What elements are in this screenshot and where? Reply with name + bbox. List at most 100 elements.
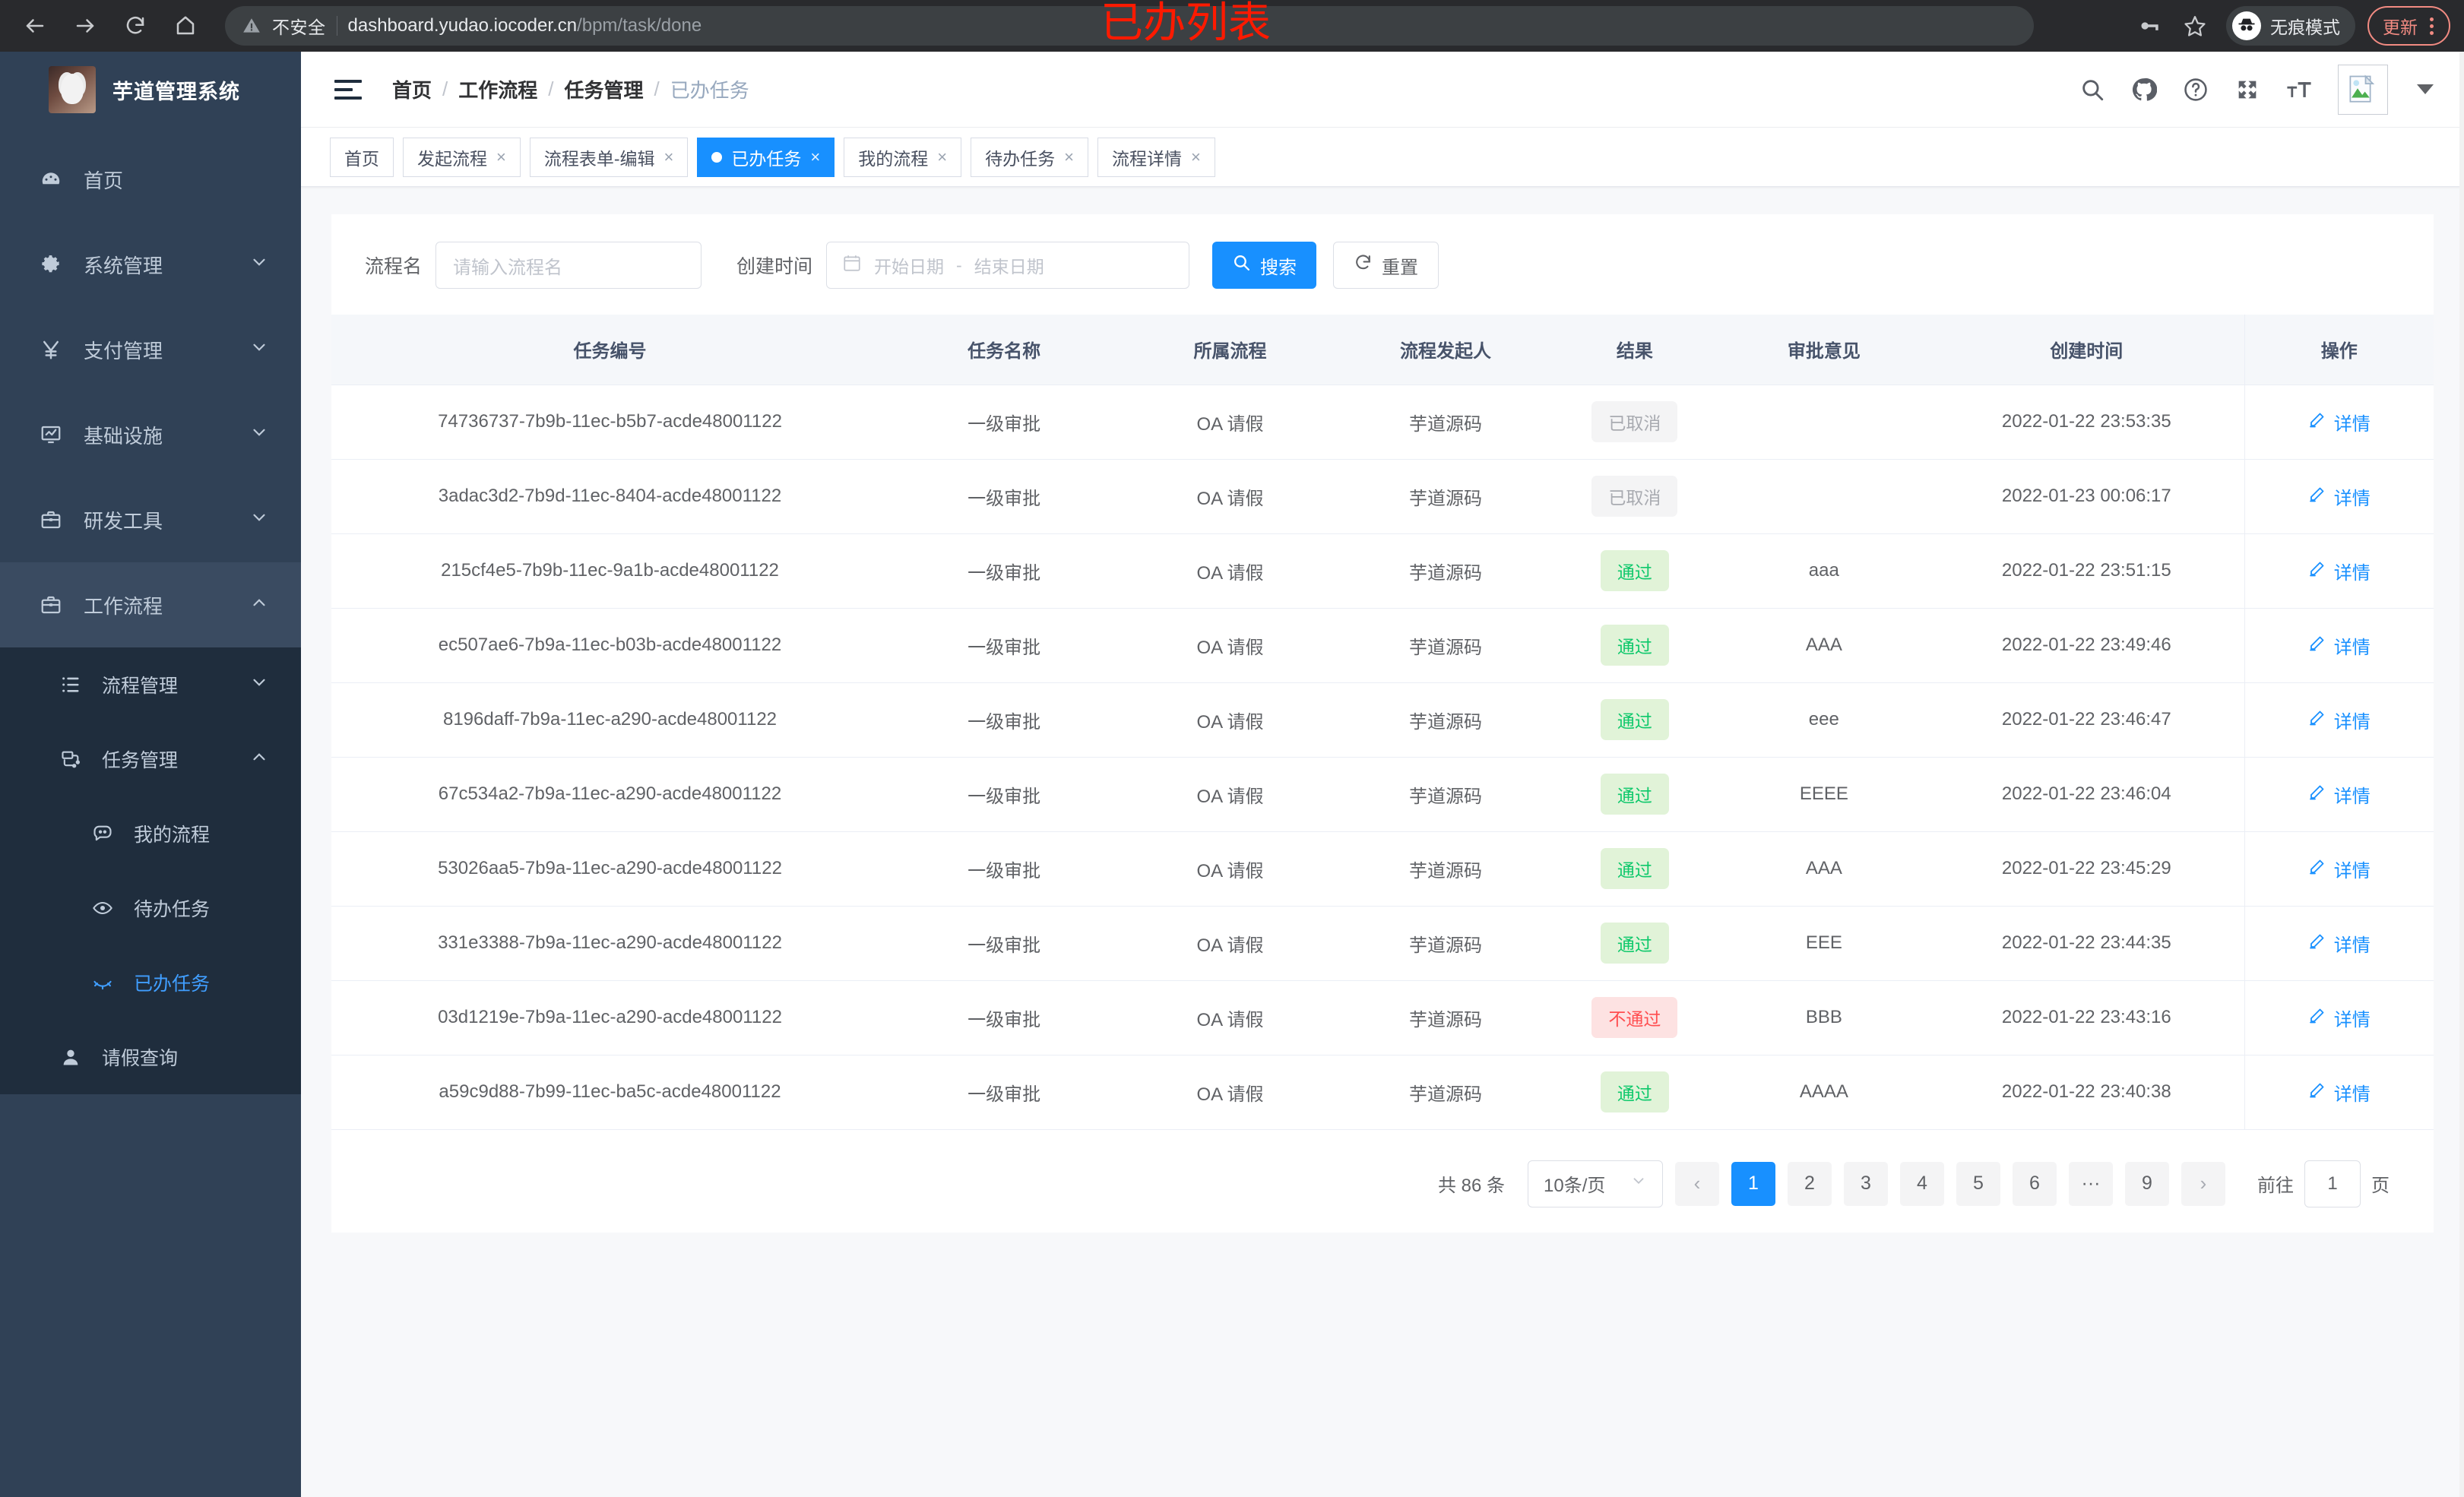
detail-link[interactable]: 详情 — [2308, 483, 2371, 510]
close-icon[interactable]: × — [1064, 147, 1074, 166]
sidebar-item-task-management[interactable]: 任务管理 — [0, 722, 301, 796]
reset-button[interactable]: 重置 — [1333, 242, 1439, 289]
avatar[interactable] — [2338, 64, 2388, 115]
star-icon[interactable] — [2174, 5, 2215, 46]
pagination-page-9[interactable]: 9 — [2125, 1161, 2169, 1206]
pagination-page-5[interactable]: 5 — [1956, 1161, 2000, 1206]
filter-bar: 流程名 请输入流程名 创建时间 开始日期 - 结束日期 搜索 — [331, 242, 2434, 289]
detail-link[interactable]: 详情 — [2308, 856, 2371, 882]
pagination-page-3[interactable]: 3 — [1844, 1161, 1888, 1206]
table-body: 74736737-7b9b-11ec-b5b7-acde48001122 一级审批… — [331, 385, 2434, 1130]
breadcrumb-item-task-management[interactable]: 任务管理 — [564, 79, 644, 102]
pagination-next[interactable]: › — [2181, 1161, 2225, 1206]
jump-input[interactable]: 1 — [2304, 1160, 2361, 1207]
pagination-page-···[interactable]: ··· — [2069, 1161, 2113, 1206]
cell-task-id: 331e3388-7b9a-11ec-a290-acde48001122 — [331, 906, 888, 981]
forward-arrow-icon[interactable] — [64, 5, 106, 47]
fullscreen-icon[interactable] — [2234, 77, 2260, 103]
close-icon[interactable]: × — [810, 147, 821, 166]
sidebar-item-done-task[interactable]: 已办任务 — [0, 945, 301, 1020]
process-name-input[interactable]: 请输入流程名 — [435, 242, 702, 289]
sidebar-item-leave-query[interactable]: 请假查询 — [0, 1020, 301, 1094]
home-icon[interactable] — [164, 5, 207, 47]
address-bar[interactable]: 不安全 dashboard.yudao.iocoder.cn/bpm/task/… — [225, 6, 2034, 46]
chevron-down-icon[interactable] — [2417, 84, 2434, 94]
sidebar-item-home[interactable]: 首页 — [0, 137, 301, 222]
tab-my-process[interactable]: 我的流程 × — [844, 137, 962, 177]
page-size-select[interactable]: 10条/页 — [1528, 1160, 1663, 1207]
detail-link[interactable]: 详情 — [2308, 781, 2371, 808]
pagination-page-4[interactable]: 4 — [1900, 1161, 1944, 1206]
cell-task-name: 一级审批 — [888, 906, 1120, 981]
sidebar-item-infrastructure[interactable]: 基础设施 — [0, 392, 301, 477]
status-badge: 通过 — [1600, 699, 1669, 740]
close-icon[interactable]: × — [937, 147, 948, 166]
created-date-range-picker[interactable]: 开始日期 - 结束日期 — [826, 242, 1190, 289]
search-button-label: 搜索 — [1260, 257, 1297, 278]
sidebar-item-label: 任务管理 — [102, 750, 179, 771]
close-icon[interactable]: × — [496, 147, 506, 166]
pagination-page-2[interactable]: 2 — [1788, 1161, 1832, 1206]
done-task-table: 任务编号 任务名称 所属流程 流程发起人 结果 审批意见 创建时间 操作 747… — [331, 315, 2434, 1130]
sidebar-item-todo-task[interactable]: 待办任务 — [0, 871, 301, 945]
sidebar-item-devtools[interactable]: 研发工具 — [0, 477, 301, 562]
search-icon[interactable] — [2079, 77, 2105, 103]
close-icon[interactable]: × — [664, 147, 674, 166]
window-scrollbar[interactable] — [2459, 52, 2464, 1497]
breadcrumb-item-home[interactable]: 首页 — [392, 79, 432, 102]
sidebar-item-system[interactable]: 系统管理 — [0, 222, 301, 307]
hamburger-icon[interactable] — [334, 79, 362, 100]
cell-operation: 详情 — [2244, 831, 2434, 907]
update-button[interactable]: 更新 — [2367, 6, 2450, 46]
sidebar-item-payment[interactable]: 支付管理 — [0, 307, 301, 392]
tab-todo-task[interactable]: 待办任务 × — [971, 137, 1088, 177]
detail-label: 详情 — [2333, 935, 2371, 956]
sidebar-item-my-process[interactable]: 我的流程 — [0, 796, 301, 871]
cell-opinion: EEE — [1718, 906, 1930, 981]
sidebar-item-workflow[interactable]: 工作流程 — [0, 562, 301, 647]
pagination-page-6[interactable]: 6 — [2013, 1161, 2057, 1206]
pencil-icon — [2308, 634, 2326, 657]
detail-link[interactable]: 详情 — [2308, 930, 2371, 957]
detail-label: 详情 — [2333, 1009, 2371, 1030]
cell-operation: 详情 — [2244, 459, 2434, 534]
detail-link[interactable]: 详情 — [2308, 558, 2371, 584]
tab-process-detail[interactable]: 流程详情 × — [1097, 137, 1215, 177]
tab-done-task[interactable]: 已办任务 × — [697, 137, 835, 177]
cell-opinion: BBB — [1718, 980, 1930, 1055]
sidebar-brand[interactable]: 芋道管理系统 — [0, 52, 301, 128]
pagination-prev[interactable]: ‹ — [1675, 1161, 1719, 1206]
table-row: 3adac3d2-7b9d-11ec-8404-acde48001122 一级审批… — [331, 459, 2434, 534]
back-arrow-icon[interactable] — [14, 5, 56, 47]
refresh-icon — [1354, 253, 1373, 277]
tab-home[interactable]: 首页 — [330, 137, 394, 177]
detail-link[interactable]: 详情 — [2308, 1005, 2371, 1031]
cell-process: OA 请假 — [1120, 533, 1341, 609]
search-button[interactable]: 搜索 — [1212, 242, 1317, 289]
cell-task-name: 一级审批 — [888, 831, 1120, 907]
close-icon[interactable]: × — [1190, 147, 1201, 166]
github-icon[interactable] — [2131, 77, 2157, 103]
detail-link[interactable]: 详情 — [2308, 409, 2371, 435]
cell-created-time: 2022-01-22 23:49:46 — [1929, 608, 2245, 683]
detail-link[interactable]: 详情 — [2308, 707, 2371, 733]
help-circle-icon[interactable] — [2183, 77, 2209, 103]
incognito-indicator[interactable]: 无痕模式 — [2226, 6, 2355, 46]
cell-process: OA 请假 — [1120, 385, 1341, 460]
table-row: 331e3388-7b9a-11ec-a290-acde48001122 一级审批… — [331, 906, 2434, 981]
breadcrumb-item-workflow[interactable]: 工作流程 — [458, 79, 538, 102]
tab-label: 首页 — [344, 148, 379, 169]
tab-start-process[interactable]: 发起流程 × — [403, 137, 521, 177]
detail-link[interactable]: 详情 — [2308, 1079, 2371, 1106]
tab-label: 发起流程 — [417, 148, 487, 169]
dashboard-icon — [29, 168, 73, 191]
font-size-icon[interactable] — [2286, 77, 2312, 103]
cell-created-time: 2022-01-22 23:53:35 — [1929, 385, 2245, 460]
reload-icon[interactable] — [114, 5, 157, 47]
kebab-menu-icon[interactable] — [2425, 17, 2438, 35]
tab-process-form-edit[interactable]: 流程表单-编辑 × — [529, 137, 689, 177]
sidebar-item-process-management[interactable]: 流程管理 — [0, 647, 301, 722]
key-icon[interactable] — [2129, 5, 2170, 46]
pagination-page-1[interactable]: 1 — [1731, 1161, 1775, 1206]
detail-link[interactable]: 详情 — [2308, 632, 2371, 659]
